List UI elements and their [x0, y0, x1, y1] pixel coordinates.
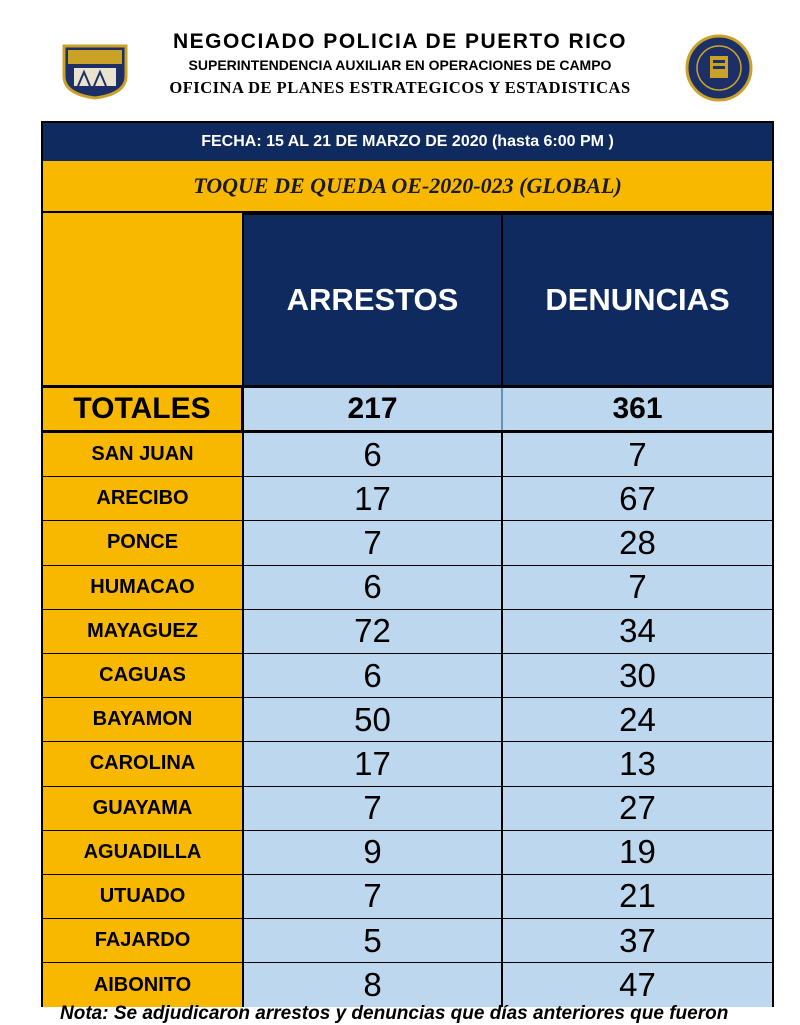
column-header-arrestos: ARRESTOS	[244, 213, 503, 385]
region-name: BAYAMON	[43, 698, 244, 742]
table-title: TOQUE DE QUEDA OE-2020-023 (GLOBAL)	[43, 161, 772, 213]
arrestos-value: 6	[244, 433, 503, 477]
region-name: ARECIBO	[43, 477, 244, 521]
table-row: HUMACAO 6 7	[43, 565, 772, 610]
footnote: Nota: Se adjudicaron arrestos y denuncia…	[60, 1003, 729, 1024]
totals-arrestos: 217	[244, 388, 503, 430]
arrestos-value: 6	[244, 565, 503, 609]
region-name: AGUADILLA	[43, 830, 244, 874]
table-row: SAN JUAN 6 7	[43, 433, 772, 478]
document-header: NEGOCIADO POLICIA DE PUERTO RICO SUPERIN…	[0, 0, 800, 118]
denuncias-value: 27	[503, 786, 772, 830]
region-name: MAYAGUEZ	[43, 609, 244, 653]
office-name: OFICINA DE PLANES ESTRATEGICOS Y ESTADIS…	[169, 78, 631, 97]
column-header-denuncias: DENUNCIAS	[503, 213, 772, 385]
region-name: GUAYAMA	[43, 786, 244, 830]
region-name: UTUADO	[43, 874, 244, 919]
denuncias-value: 13	[503, 742, 772, 786]
region-name: SAN JUAN	[43, 433, 244, 477]
arrestos-value: 7	[244, 786, 503, 830]
table-row: AIBONITO 8 47	[43, 963, 772, 1008]
table-row: BAYAMON 50 24	[43, 698, 772, 743]
table-row: ARECIBO 17 67	[43, 477, 772, 522]
table-row: AGUADILLA 9 19	[43, 830, 772, 875]
region-rows: SAN JUAN 6 7 ARECIBO 17 67 PONCE 7 28 HU…	[43, 433, 772, 1008]
superintendencia-seal-icon	[682, 34, 756, 102]
totals-label: TOTALES	[43, 388, 244, 430]
table-row: CAROLINA 17 13	[43, 742, 772, 787]
table-row: FAJARDO 5 37	[43, 919, 772, 964]
denuncias-value: 7	[503, 433, 772, 477]
arrestos-value: 8	[244, 963, 503, 1008]
denuncias-value: 34	[503, 609, 772, 653]
table-row: MAYAGUEZ 72 34	[43, 609, 772, 654]
header-corner-cell	[43, 213, 244, 385]
region-name: AIBONITO	[43, 963, 244, 1008]
totals-denuncias: 361	[503, 388, 772, 430]
region-name: PONCE	[43, 521, 244, 565]
denuncias-value: 21	[503, 874, 772, 919]
arrestos-value: 50	[244, 698, 503, 742]
arrestos-value: 6	[244, 653, 503, 698]
arrestos-value: 5	[244, 919, 503, 963]
table-row: GUAYAMA 7 27	[43, 786, 772, 831]
region-name: FAJARDO	[43, 919, 244, 963]
arrestos-value: 9	[244, 830, 503, 874]
arrestos-value: 17	[244, 477, 503, 521]
denuncias-value: 67	[503, 477, 772, 521]
region-name: HUMACAO	[43, 565, 244, 609]
denuncias-value: 30	[503, 653, 772, 698]
superintendency-name: SUPERINTENDENCIA AUXILIAR EN OPERACIONES…	[188, 57, 612, 73]
totals-row: TOTALES 217 361	[43, 385, 772, 433]
arrestos-value: 72	[244, 609, 503, 653]
police-shield-logo-icon	[60, 42, 130, 100]
region-name: CAGUAS	[43, 653, 244, 698]
arrestos-value: 7	[244, 521, 503, 565]
table-row: PONCE 7 28	[43, 521, 772, 566]
agency-name: NEGOCIADO POLICIA DE PUERTO RICO	[172, 30, 628, 53]
arrestos-value: 17	[244, 742, 503, 786]
arrestos-value: 7	[244, 874, 503, 919]
denuncias-value: 47	[503, 963, 772, 1008]
denuncias-value: 37	[503, 919, 772, 963]
denuncias-value: 28	[503, 521, 772, 565]
denuncias-value: 19	[503, 830, 772, 874]
table-row: UTUADO 7 21	[43, 874, 772, 920]
denuncias-value: 24	[503, 698, 772, 742]
denuncias-value: 7	[503, 565, 772, 609]
date-range-bar: FECHA: 15 AL 21 DE MARZO DE 2020 (hasta …	[43, 123, 772, 161]
table-row: CAGUAS 6 30	[43, 653, 772, 699]
region-name: CAROLINA	[43, 742, 244, 786]
